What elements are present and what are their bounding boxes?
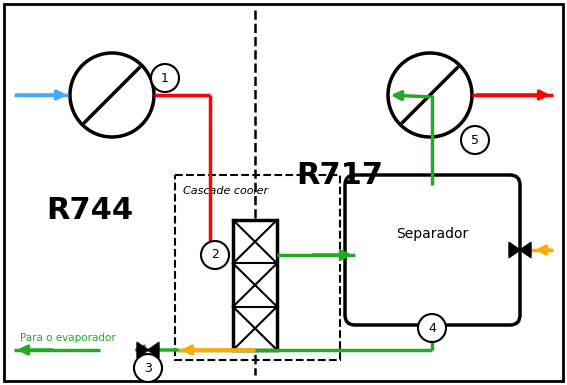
Polygon shape — [509, 242, 520, 258]
Polygon shape — [148, 342, 159, 358]
Circle shape — [418, 314, 446, 342]
Text: 1: 1 — [161, 72, 169, 84]
Text: Para o evaporador: Para o evaporador — [20, 333, 116, 343]
FancyBboxPatch shape — [233, 220, 277, 350]
Polygon shape — [137, 342, 148, 358]
Text: 2: 2 — [211, 248, 219, 261]
Text: 4: 4 — [428, 321, 436, 335]
Text: 5: 5 — [471, 134, 479, 147]
Text: Separador: Separador — [396, 228, 468, 241]
Circle shape — [201, 241, 229, 269]
FancyBboxPatch shape — [4, 4, 563, 381]
Text: Cascade cooler: Cascade cooler — [183, 186, 268, 196]
Circle shape — [134, 354, 162, 382]
Text: R717: R717 — [297, 161, 383, 189]
Circle shape — [461, 126, 489, 154]
FancyBboxPatch shape — [345, 175, 520, 325]
Circle shape — [151, 64, 179, 92]
Text: 3: 3 — [144, 362, 152, 375]
Text: R744: R744 — [46, 196, 134, 224]
Polygon shape — [520, 242, 531, 258]
